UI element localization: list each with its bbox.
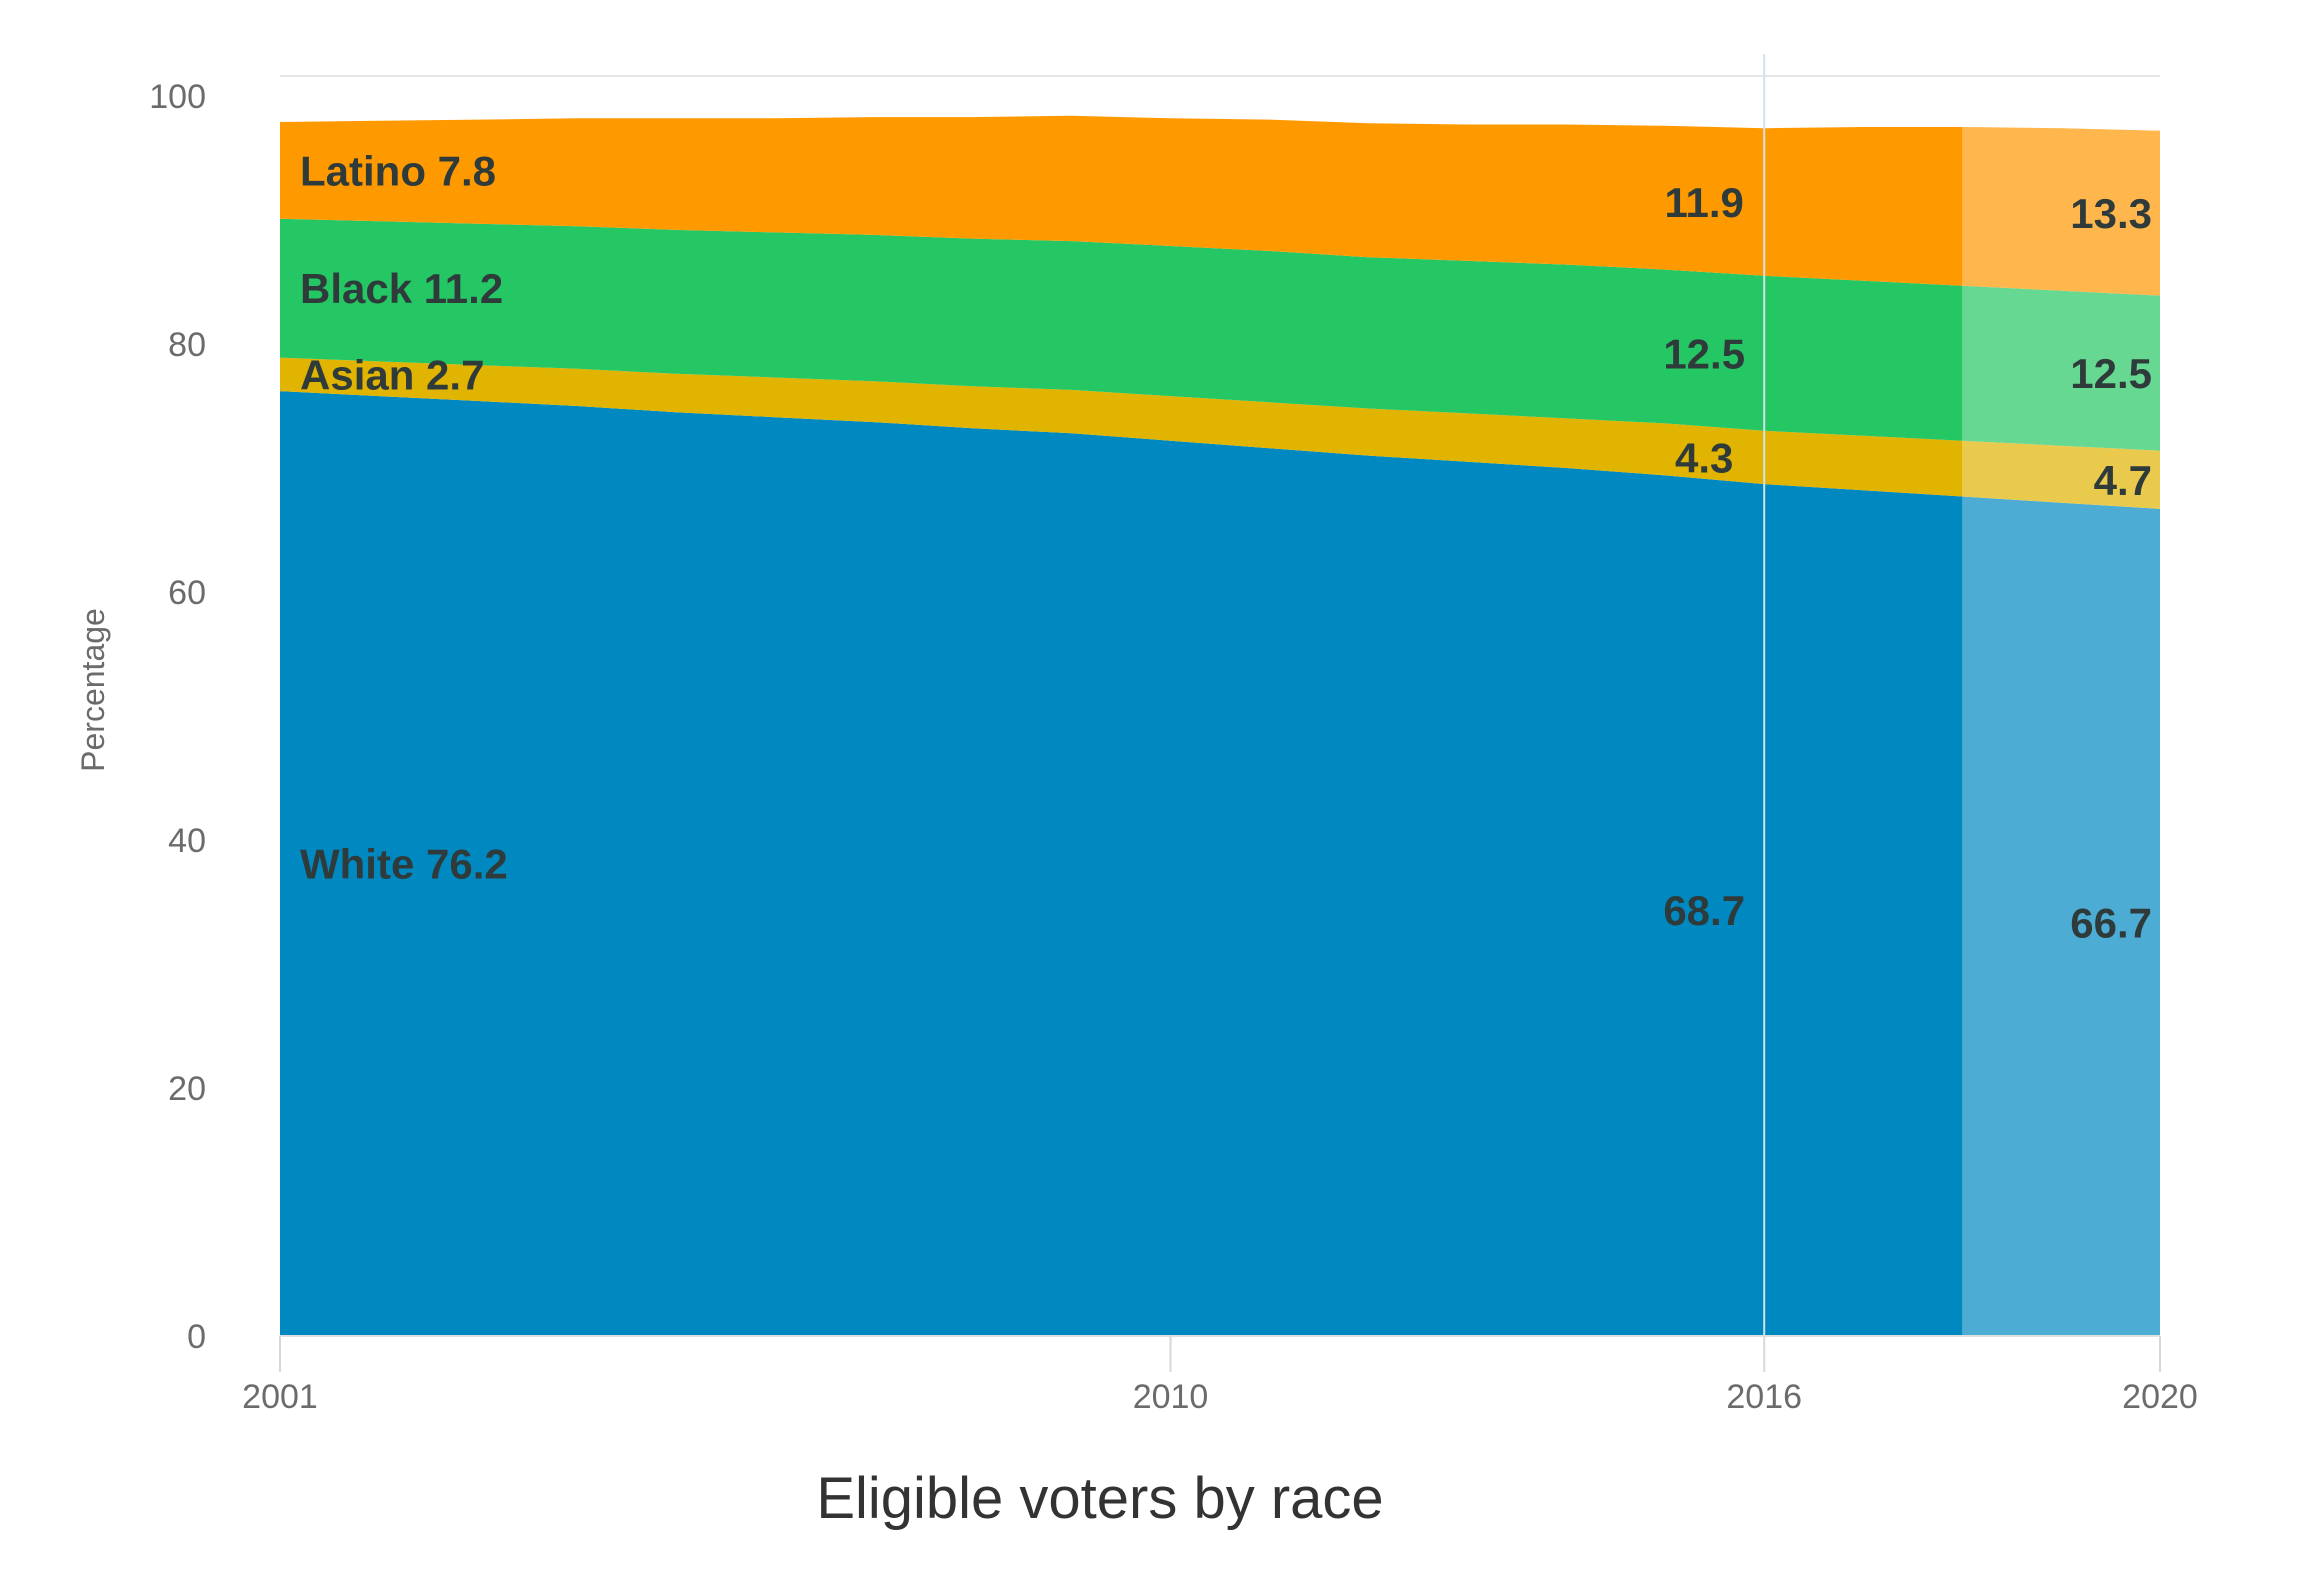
axes-layer: 0 20 40 60 80 100 2001 2010 2016 2020	[149, 54, 2198, 1416]
area-black	[280, 218, 2160, 451]
x-tick-label: 2016	[1726, 1378, 1802, 1416]
projection-overlay-layer	[1962, 127, 2160, 1336]
series-label-white: White 76.2	[300, 841, 508, 888]
series-label-asian: 4.7	[2094, 457, 2152, 504]
chart-title: Eligible voters by race	[816, 1466, 1383, 1531]
area-asian	[280, 357, 2160, 509]
area-latino	[280, 115, 2160, 296]
series-label-black: Black 11.2	[300, 265, 503, 312]
y-axis-title: Percentage	[75, 608, 111, 772]
series-label-asian: Asian 2.7	[300, 351, 484, 398]
series-label-asian: 4.3	[1675, 434, 1733, 481]
series-label-latino: 13.3	[2070, 190, 2152, 237]
series-label-latino: Latino 7.8	[300, 147, 496, 194]
y-tick-label: 0	[187, 1318, 206, 1356]
series-label-white: 66.7	[2070, 899, 2152, 946]
x-tick-label: 2010	[1133, 1378, 1209, 1416]
y-tick-label: 80	[168, 326, 206, 364]
area-white	[280, 391, 2160, 1337]
series-label-layer: Latino 7.8 Black 11.2 Asian 2.7 White 76.2 1…	[300, 147, 2152, 946]
projection-overlay	[1962, 127, 2160, 1336]
y-tick-label: 20	[168, 1070, 206, 1108]
x-tick-label: 2020	[2122, 1378, 2198, 1416]
y-tick-label: 60	[168, 574, 206, 612]
x-tick-label: 2001	[242, 1378, 318, 1416]
area-layer	[280, 115, 2160, 1337]
series-label-white: 68.7	[1663, 887, 1745, 934]
series-label-black: 12.5	[1663, 330, 1745, 377]
y-tick-label: 40	[168, 822, 206, 860]
series-label-latino: 11.9	[1664, 179, 1743, 226]
series-label-black: 12.5	[2070, 350, 2152, 397]
y-tick-label: 100	[149, 78, 206, 116]
